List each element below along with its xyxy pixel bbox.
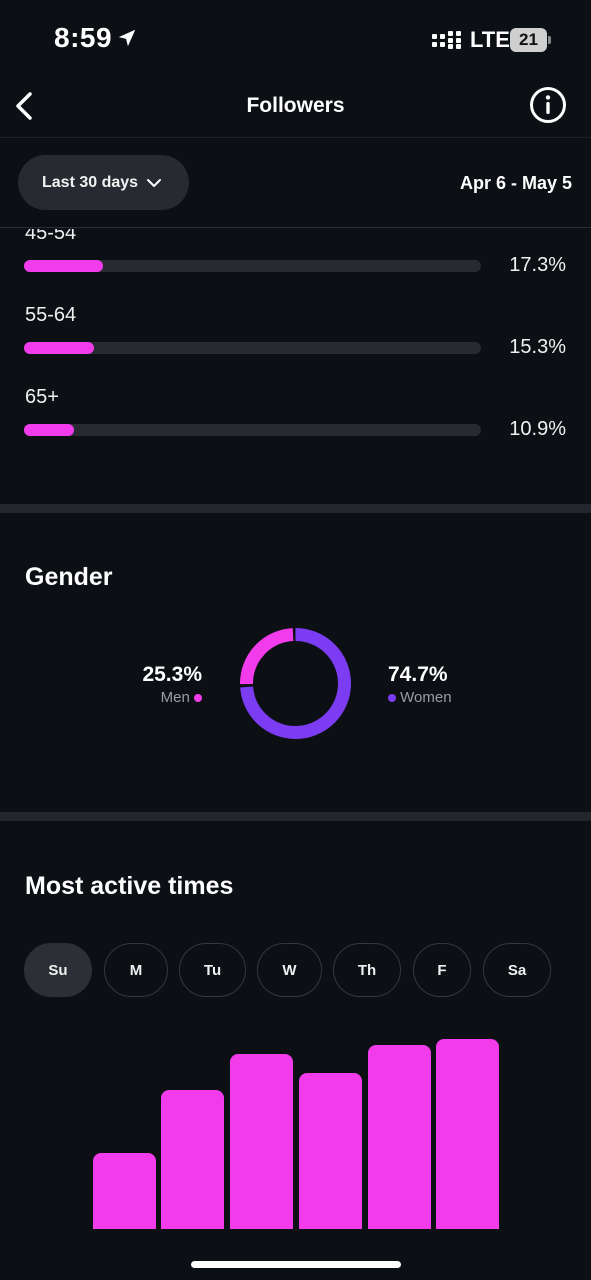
date-range-dropdown-label: Last 30 days — [42, 173, 139, 191]
age-row: 55-64 15.3% — [0, 304, 591, 364]
women-label: Women — [400, 689, 452, 706]
date-range-text: Apr 6 - May 5 — [459, 173, 572, 193]
battery-tip — [548, 36, 551, 44]
gender-title: Gender — [25, 563, 113, 591]
age-bar-fill — [24, 342, 94, 354]
age-percentage: 10.9% — [509, 418, 566, 440]
age-bar-track — [24, 424, 481, 436]
home-indicator — [191, 1261, 401, 1268]
age-range-label: 65+ — [25, 386, 59, 408]
date-range-dropdown[interactable]: Last 30 days — [18, 155, 189, 210]
age-range-label: 55-64 — [25, 304, 77, 326]
network-type: LTE — [470, 27, 510, 52]
age-distribution: 45-54 17.3% 55-64 15.3% 65+ 10.9% — [0, 229, 591, 504]
age-bar-fill — [24, 424, 74, 436]
day-tab-sa[interactable]: Sa — [483, 943, 551, 997]
day-tab-f[interactable]: F — [413, 943, 471, 997]
activity-bar — [436, 1039, 500, 1229]
day-tab-su[interactable]: Su — [24, 943, 92, 997]
men-label: Men — [160, 689, 190, 706]
cellular-signal-icon — [432, 31, 461, 49]
activity-bar — [161, 1090, 225, 1229]
age-bar-track — [24, 260, 481, 272]
section-divider — [0, 812, 591, 821]
day-tab-m[interactable]: M — [104, 943, 168, 997]
activity-bar — [230, 1054, 294, 1229]
battery-level: 21 — [510, 28, 547, 52]
men-arc — [240, 628, 351, 739]
back-chevron-icon[interactable] — [12, 88, 36, 124]
activity-bar — [298, 1073, 362, 1229]
active-times-title: Most active times — [25, 872, 234, 900]
age-row: 45-54 17.3% — [0, 229, 591, 282]
gender-donut-chart — [240, 628, 351, 739]
location-arrow-icon — [118, 29, 136, 47]
day-tab-tu[interactable]: Tu — [179, 943, 246, 997]
day-tab-th[interactable]: Th — [333, 943, 401, 997]
filter-row: Last 30 days Apr 6 - May 5 — [0, 138, 591, 228]
info-icon[interactable] — [529, 86, 567, 124]
activity-bar-chart — [0, 1000, 591, 1229]
status-bar: 8:59 LTE 21 — [0, 0, 591, 80]
women-percentage: 74.7% — [388, 663, 448, 686]
women-arc — [240, 628, 351, 739]
age-range-label: 45-54 — [25, 229, 77, 244]
nav-header: Followers — [0, 80, 591, 138]
section-divider — [0, 504, 591, 513]
chevron-down-icon — [147, 178, 162, 187]
women-legend-dot — [388, 694, 396, 703]
men-legend-dot — [194, 694, 202, 703]
women-legend: Women — [388, 689, 452, 706]
men-percentage: 25.3% — [142, 663, 202, 686]
men-legend: Men — [100, 689, 202, 706]
battery-icon: 21 — [510, 28, 551, 52]
activity-bar — [367, 1044, 431, 1229]
age-bar-track — [24, 342, 481, 354]
age-percentage: 17.3% — [509, 254, 566, 276]
age-percentage: 15.3% — [509, 336, 566, 358]
age-bar-fill — [24, 260, 104, 272]
activity-bar — [92, 1153, 156, 1229]
page-title: Followers — [246, 94, 345, 117]
day-tab-w[interactable]: W — [257, 943, 322, 997]
age-row: 65+ 10.9% — [0, 386, 591, 446]
status-time: 8:59 — [54, 22, 113, 53]
